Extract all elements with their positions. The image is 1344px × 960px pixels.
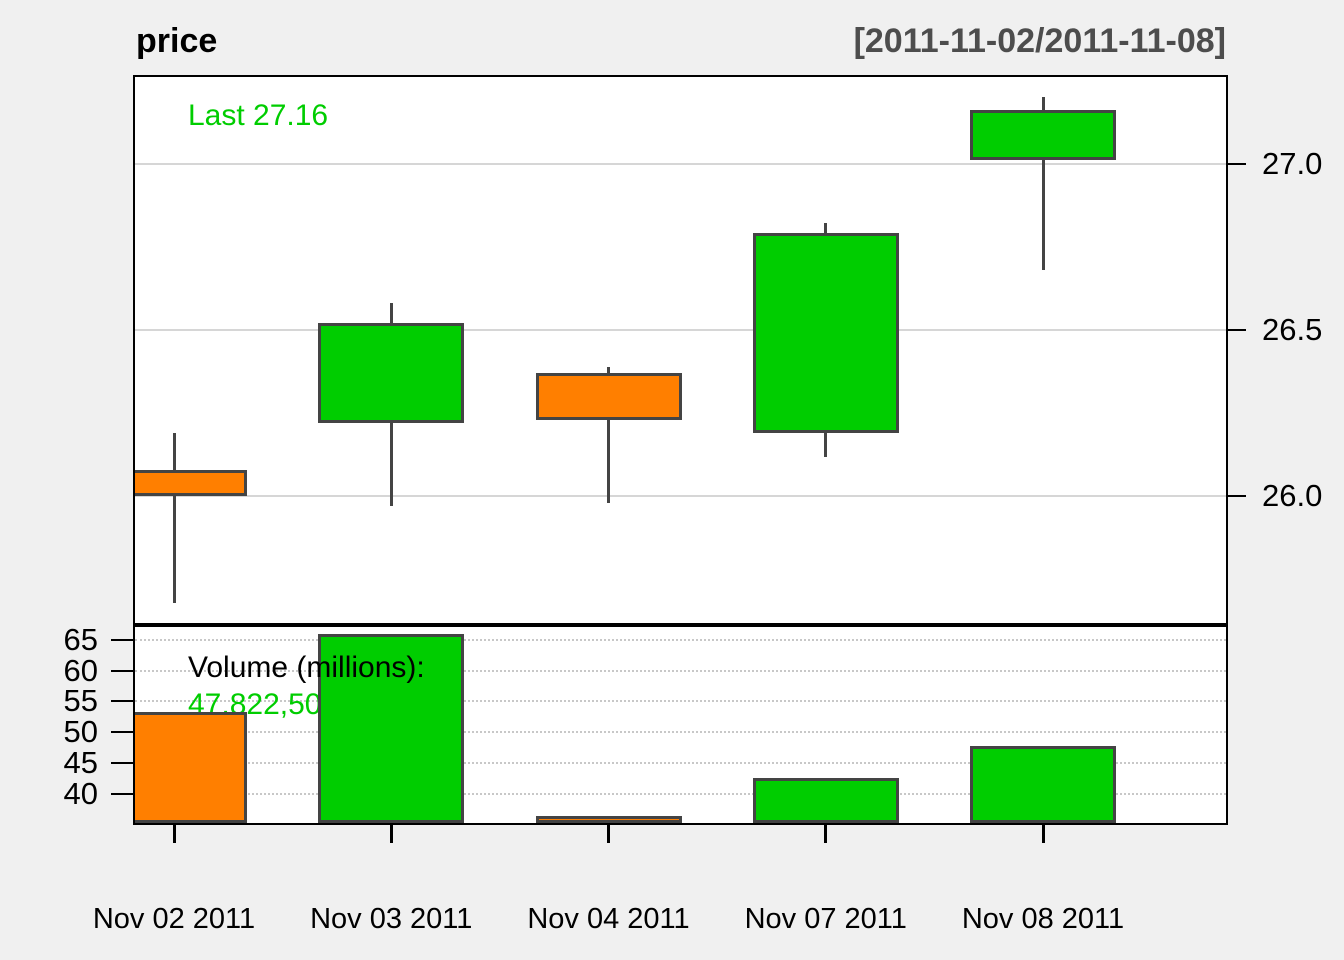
price-panel: Last 27.16	[133, 75, 1228, 625]
x-axis-tick	[389, 825, 393, 843]
price-axis-tick	[1228, 162, 1246, 165]
volume-axis-tick	[111, 638, 133, 641]
price-gridline	[135, 495, 1226, 498]
x-axis-label: Nov 02 2011	[92, 903, 256, 935]
volume-axis-tick	[111, 792, 133, 795]
x-axis-label: Nov 04 2011	[527, 903, 690, 935]
date-range-label: [2011-11-02/2011-11-08]	[853, 22, 1226, 60]
volume-axis-tick-label: 45	[63, 744, 98, 780]
candle-body	[970, 110, 1116, 161]
volume-gridline	[135, 669, 1226, 672]
volume-bar	[535, 816, 682, 823]
candle-body	[752, 233, 899, 434]
candle-wick	[607, 366, 610, 504]
price-axis-tick	[1228, 329, 1246, 332]
volume-label-annotation: Volume (millions):	[188, 651, 425, 684]
x-axis-tick	[1041, 825, 1045, 843]
volume-bar	[135, 711, 247, 823]
price-axis-tick	[1228, 495, 1246, 498]
volume-gridline	[135, 792, 1226, 795]
price-axis-tick-label: 26.5	[1262, 312, 1323, 348]
candle-wick	[172, 433, 176, 603]
x-axis-tick	[824, 825, 828, 843]
volume-bar	[970, 745, 1116, 823]
candle-body	[318, 323, 465, 424]
price-axis-tick-label: 26.0	[1262, 478, 1323, 514]
volume-axis-tick	[111, 731, 133, 734]
volume-bar	[752, 778, 899, 823]
volume-gridline	[135, 638, 1226, 641]
volume-axis-tick	[111, 669, 133, 672]
x-axis-label: Nov 03 2011	[310, 903, 473, 935]
volume-axis-tick	[111, 761, 133, 764]
price-gridline	[135, 162, 1226, 165]
x-axis-label: Nov 08 2011	[961, 903, 1125, 935]
last-price-annotation: Last 27.16	[188, 99, 329, 132]
volume-panel: 47,822,500 Volume (millions):	[133, 625, 1228, 825]
volume-axis-tick-label: 40	[63, 775, 98, 811]
volume-bar	[318, 633, 465, 823]
volume-gridline	[135, 761, 1226, 764]
x-axis-label: Nov 07 2011	[744, 903, 907, 935]
price-axis-tick-label: 27.0	[1262, 145, 1323, 181]
candle-body	[535, 373, 682, 420]
volume-axis-tick-label: 50	[63, 714, 98, 750]
price-gridline	[135, 329, 1226, 332]
x-axis-tick	[607, 825, 610, 843]
volume-axis-tick-label: 65	[63, 621, 98, 657]
candle-body	[135, 469, 247, 497]
volume-axis-tick	[111, 700, 133, 703]
candle-wick	[1041, 96, 1045, 271]
chart-title: price	[136, 22, 218, 60]
volume-axis-tick-label: 55	[63, 683, 98, 719]
volume-gridline	[135, 700, 1226, 703]
volume-axis-tick-label: 60	[63, 652, 98, 688]
volume-gridline	[135, 731, 1226, 734]
x-axis-tick	[172, 825, 176, 843]
